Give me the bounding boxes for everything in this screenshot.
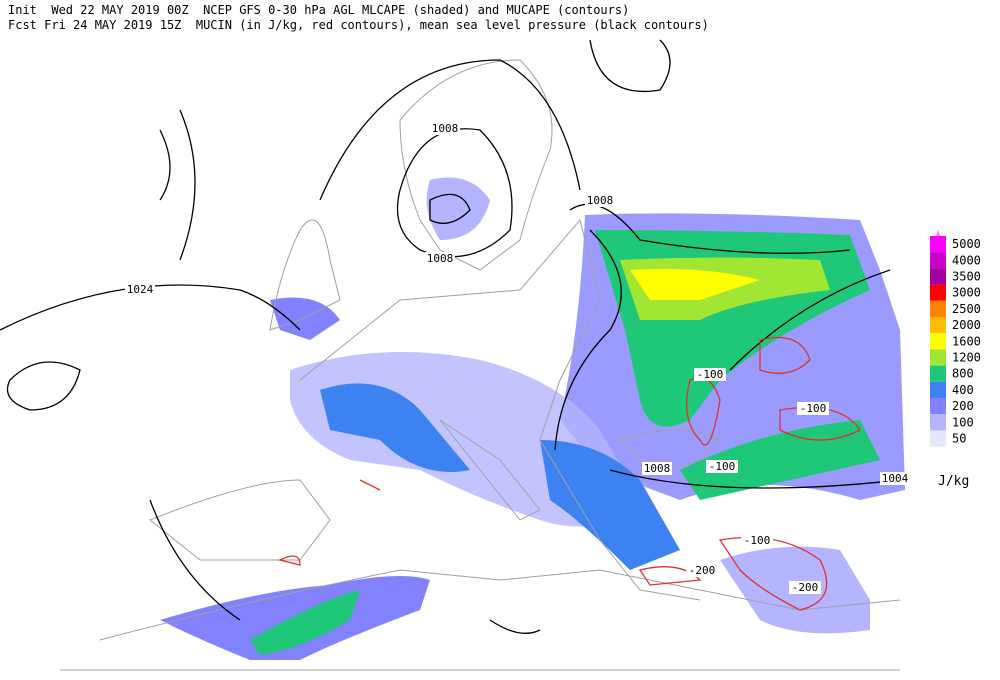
label-background (125, 283, 155, 296)
pressure-label: 1008 (587, 194, 614, 207)
legend-label: 50 (952, 432, 966, 446)
legend-label: 800 (952, 367, 974, 381)
legend-swatch (930, 268, 946, 285)
legend-swatch (930, 349, 946, 366)
pressure-label: 1008 (644, 462, 671, 475)
pressure-label: 1008 (427, 252, 454, 265)
legend-swatch (930, 317, 946, 334)
legend-swatch (930, 414, 946, 431)
label-background (741, 534, 773, 547)
legend-label: 200 (952, 399, 974, 413)
legend-swatch (930, 236, 946, 253)
legend-swatch (930, 333, 946, 350)
cin-label: -200 (792, 581, 819, 594)
label-background (694, 368, 726, 381)
label-background (880, 472, 910, 485)
label-background (642, 462, 672, 475)
legend-unit: J/kg (938, 474, 969, 489)
legend-label: 4000 (952, 253, 981, 267)
legend-swatch (930, 252, 946, 269)
cin-label: -100 (709, 460, 736, 473)
legend-label: 5000 (952, 237, 981, 251)
pressure-label: 1008 (432, 122, 459, 135)
label-background (430, 122, 460, 135)
cin-label: -200 (689, 564, 716, 577)
legend-label: 1200 (952, 351, 981, 365)
legend-label: 3500 (952, 270, 981, 284)
legend-label: 400 (952, 383, 974, 397)
header-line: Fcst Fri 24 MAY 2019 15Z MUCIN (in J/kg,… (8, 18, 709, 32)
label-background (706, 460, 738, 473)
legend-label: 2000 (952, 318, 981, 332)
pressure-label: 1004 (882, 472, 909, 485)
label-background (797, 402, 829, 415)
label-background (789, 581, 821, 594)
legend-swatch (930, 284, 946, 301)
legend-swatch (930, 398, 946, 415)
legend-swatch (930, 430, 946, 447)
coastlines (60, 59, 901, 671)
legend-label: 1600 (952, 334, 981, 348)
header-line: Init Wed 22 MAY 2019 00Z NCEP GFS 0-30 h… (8, 3, 629, 17)
cin-label: -100 (697, 368, 724, 381)
legend-label: 3000 (952, 286, 981, 300)
pressure-label: 1024 (127, 283, 154, 296)
legend-swatch (930, 365, 946, 382)
label-background (425, 252, 455, 265)
cin-label: -100 (744, 534, 771, 547)
label-background (686, 564, 718, 577)
legend-label: 2500 (952, 302, 981, 316)
cin-label: -100 (800, 402, 827, 415)
label-background (585, 194, 615, 207)
legend-label: 100 (952, 415, 974, 429)
legend-swatch (930, 300, 946, 317)
legend-swatch (930, 381, 946, 398)
